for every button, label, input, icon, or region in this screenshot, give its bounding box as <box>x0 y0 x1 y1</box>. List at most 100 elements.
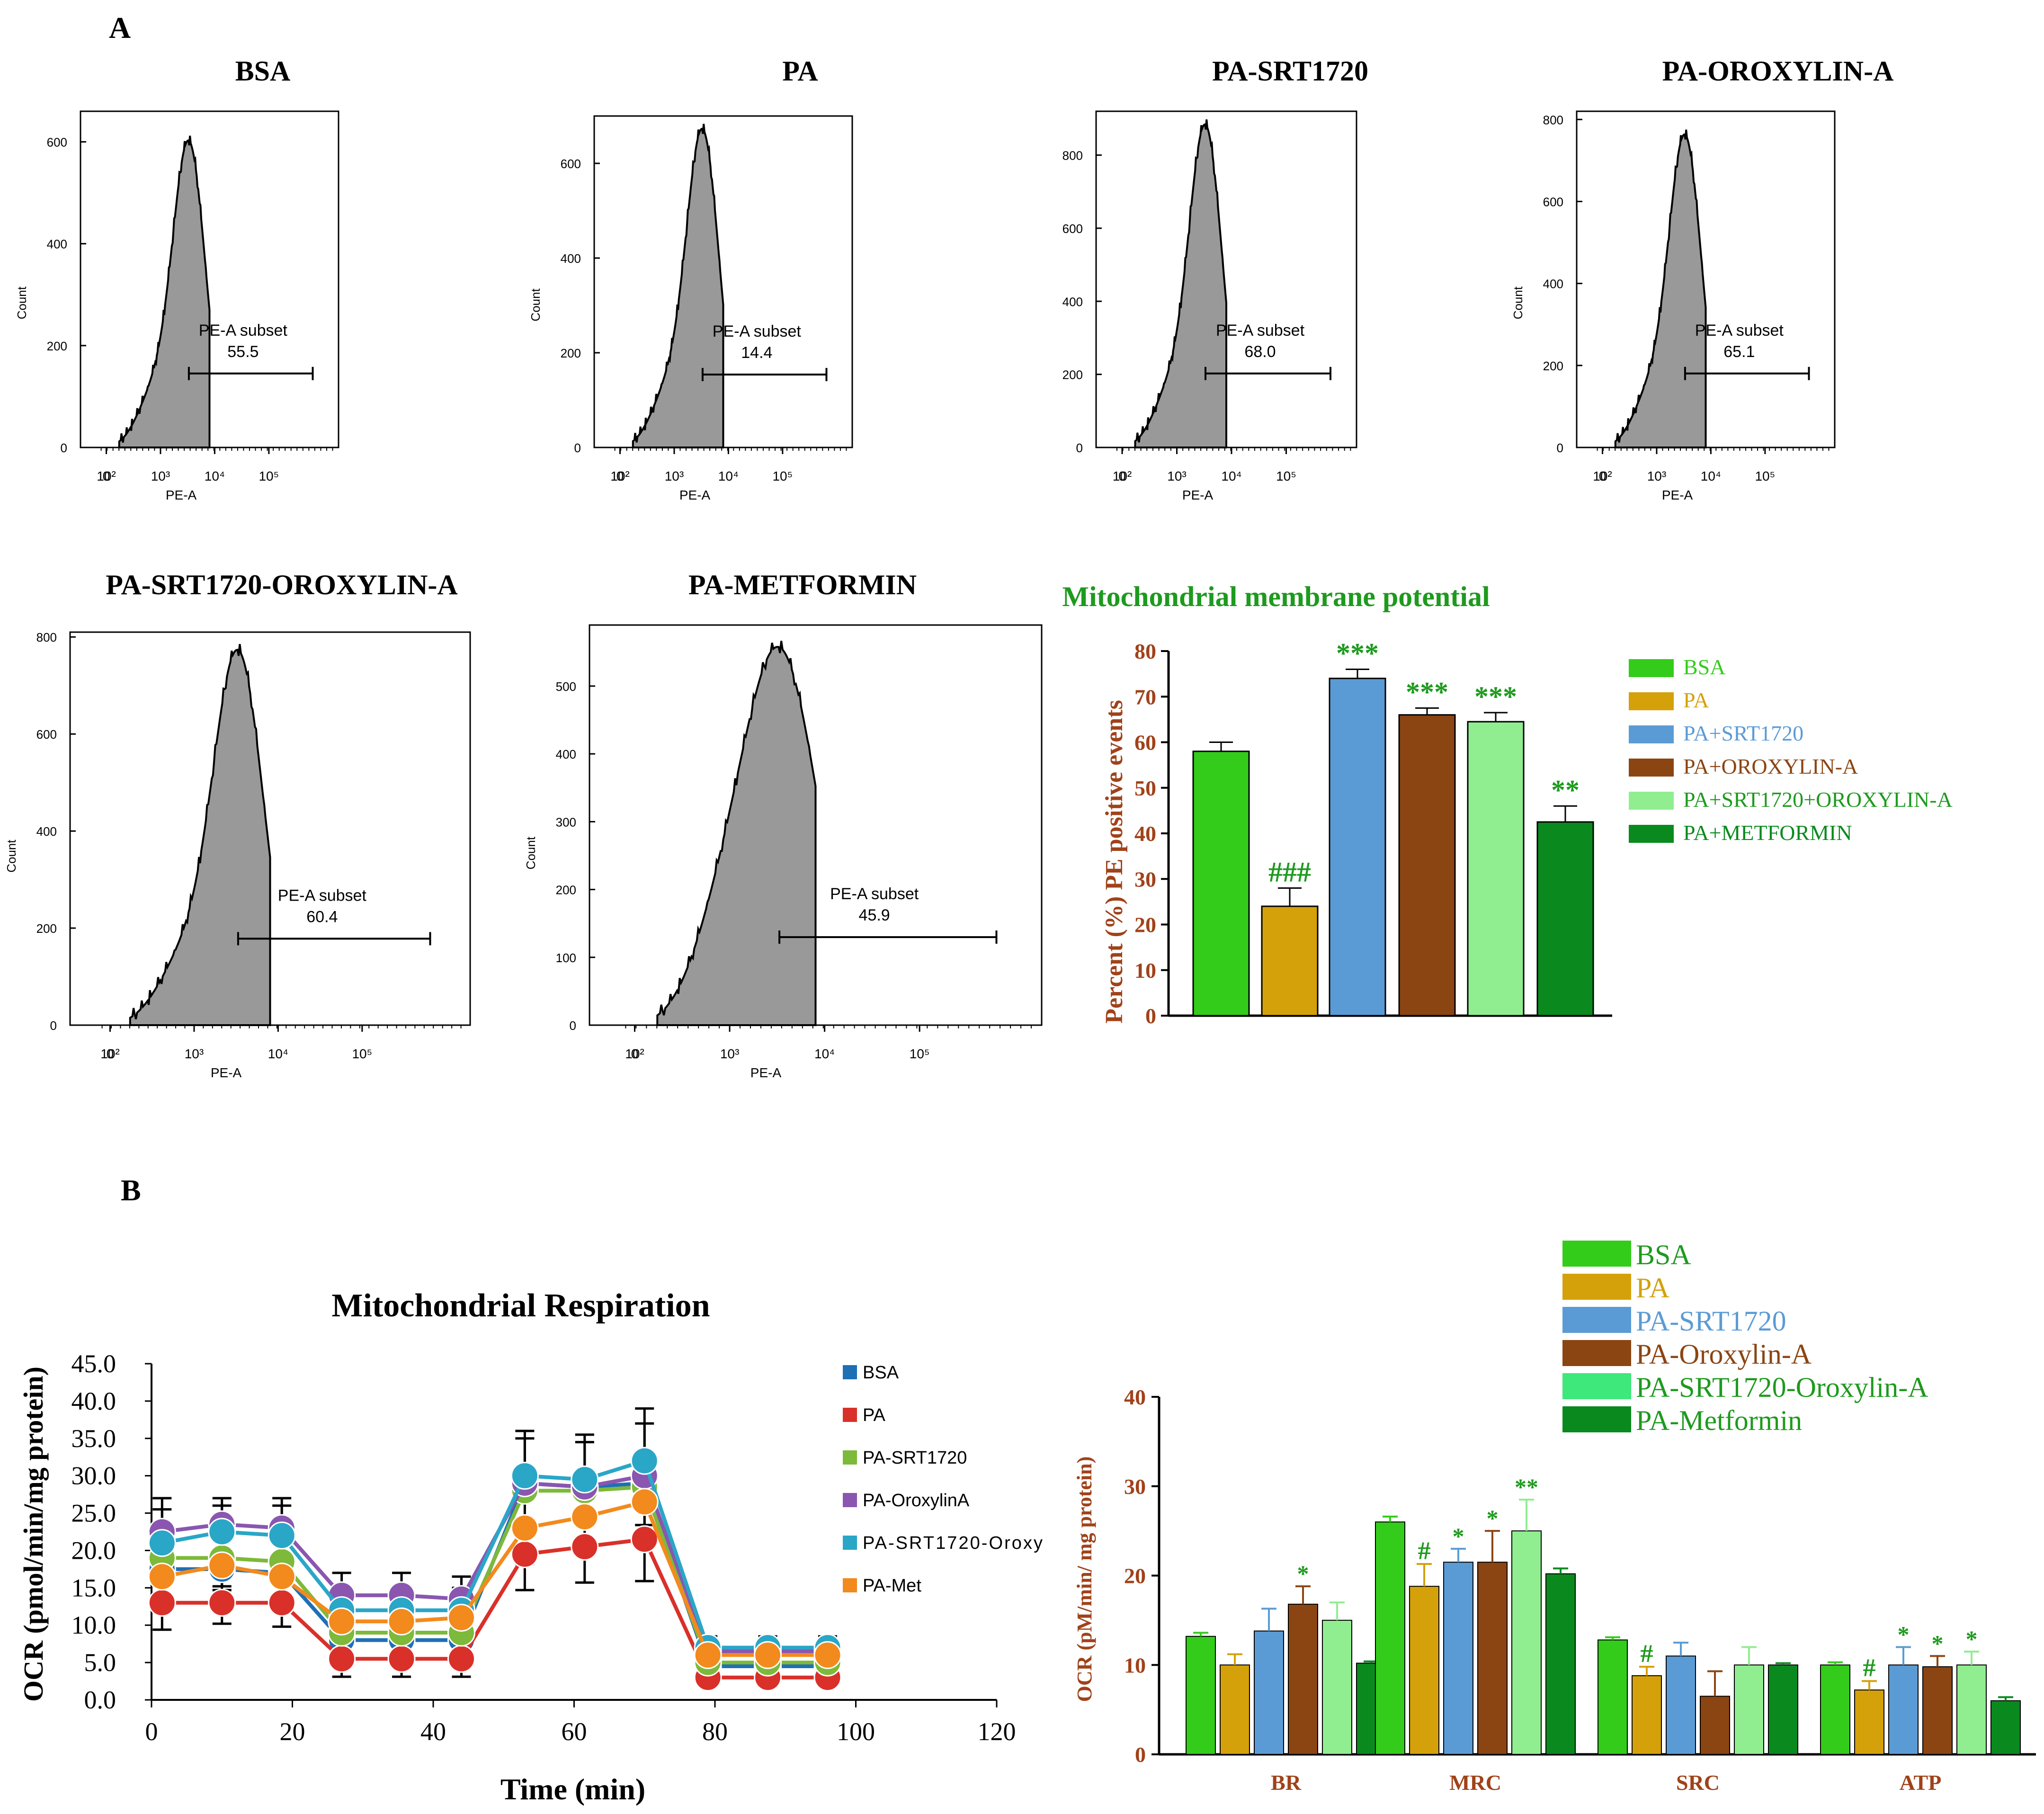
ocr-x-tick-label: ATP <box>1900 1770 1942 1795</box>
respiration-data-point <box>208 1551 236 1580</box>
respiration-y-tick-label: 0.0 <box>84 1686 116 1714</box>
ocr-significance-label: * <box>1898 1621 1910 1648</box>
respiration-y-tick-label: 15.0 <box>71 1573 116 1602</box>
histogram-y-tick-label: 400 <box>561 251 581 266</box>
histogram-x-tick-label: 0 <box>616 469 624 483</box>
ocr-bar <box>1990 1700 2021 1755</box>
ocr-bar <box>1288 1603 1318 1755</box>
respiration-x-tick-label: 60 <box>562 1717 587 1746</box>
respiration-legend-swatch <box>843 1450 857 1465</box>
ocr-legend-swatch <box>1562 1274 1631 1300</box>
mmp-y-axis-label: Percent (%) PE positive events <box>1101 700 1128 1024</box>
respiration-data-point <box>630 1488 659 1516</box>
histogram-y-tick-label: 0 <box>50 1019 57 1033</box>
ocr-bar <box>1666 1655 1696 1755</box>
histogram-distribution <box>1614 129 1707 448</box>
ocr-y-tick-label: 10 <box>1124 1653 1146 1677</box>
mmp-significance-label: ** <box>1551 774 1580 805</box>
gate-value: 14.4 <box>741 344 772 362</box>
ocr-bar <box>1854 1689 1884 1755</box>
respiration-x-tick-label: 0 <box>145 1717 158 1746</box>
histogram-x-tick-label: 10⁴ <box>814 1046 835 1061</box>
ocr-legend-label: PA-Metformin <box>1636 1405 1802 1436</box>
histogram-y-axis-label: Count <box>4 840 18 873</box>
respiration-legend-swatch <box>843 1408 857 1422</box>
ocr-legend-swatch <box>1562 1241 1631 1267</box>
gate-label: PE-A subset <box>199 322 288 340</box>
respiration-data-point <box>447 1644 475 1673</box>
respiration-data-point <box>148 1529 176 1557</box>
histogram-x-tick-label: 10⁴ <box>268 1046 288 1061</box>
ocr-y-tick-label: 0 <box>1135 1743 1146 1767</box>
ocr-legend-swatch <box>1562 1406 1631 1432</box>
mmp-legend-label: PA+SRT1720+OROXYLIN-A <box>1683 787 1953 812</box>
histogram-x-tick-label: 10⁴ <box>718 469 739 483</box>
histogram-y-tick-label: 200 <box>36 921 57 936</box>
histogram-y-tick-label: 100 <box>556 951 576 965</box>
gate-value: 68.0 <box>1244 343 1276 361</box>
ocr-x-tick-label: SRC <box>1676 1770 1720 1795</box>
histogram-x-tick-label: 10³ <box>1647 469 1666 483</box>
mmp-y-tick-label: 10 <box>1134 958 1156 983</box>
mmp-y-tick-label: 50 <box>1134 776 1156 800</box>
mmp-y-tick-label: 40 <box>1134 822 1156 846</box>
histogram-x-tick-label: 10⁴ <box>1221 469 1241 483</box>
ocr-bar <box>1511 1530 1542 1755</box>
gate-label: PE-A subset <box>278 886 367 904</box>
ocr-bar <box>1254 1630 1284 1755</box>
histogram-y-tick-label: 400 <box>1543 277 1563 291</box>
histogram-y-tick-label: 600 <box>47 135 67 150</box>
mmp-bar-chart: Mitochondrial membrane potential Percent… <box>1062 581 1952 1028</box>
histogram-x-tick-label: 10² <box>1593 469 1612 483</box>
histogram-title: PA-SRT1720 <box>1212 55 1368 87</box>
respiration-legend-label: BSA <box>863 1363 899 1383</box>
mmp-y-tick-label: 60 <box>1134 731 1156 755</box>
respiration-y-tick-label: 45.0 <box>71 1349 116 1378</box>
respiration-data-point <box>268 1563 296 1591</box>
histogram-y-tick-label: 600 <box>36 727 57 742</box>
gate-label: PE-A subset <box>1695 322 1784 340</box>
histogram-y-axis-label: Count <box>524 836 538 869</box>
respiration-data-point <box>754 1641 782 1669</box>
ocr-y-tick-label: 30 <box>1124 1474 1146 1499</box>
histogram-x-tick-label: 10² <box>1113 469 1132 483</box>
histogram-x-axis-label: PE-A <box>679 488 711 502</box>
ocr-bar <box>1409 1586 1439 1755</box>
respiration-legend-swatch <box>843 1493 857 1507</box>
ocr-x-tick-label: BR <box>1271 1770 1302 1795</box>
histogram-y-tick-label: 400 <box>47 237 67 251</box>
respiration-data-point <box>510 1540 539 1568</box>
ocr-bar <box>1734 1664 1764 1755</box>
respiration-data-point <box>510 1462 539 1490</box>
respiration-y-tick-label: 30.0 <box>71 1462 116 1490</box>
histogram-y-tick-label: 600 <box>1543 195 1563 209</box>
respiration-data-point <box>148 1563 176 1591</box>
ocr-legend-label: PA-SRT1720-Oroxylin-A <box>1636 1372 1928 1403</box>
ocr-bar <box>1768 1664 1798 1755</box>
respiration-legend-label: PA-OroxylinA <box>863 1491 970 1510</box>
ocr-significance-label: * <box>1966 1626 1978 1652</box>
respiration-data-point <box>268 1589 296 1617</box>
mmp-bar <box>1536 821 1594 1017</box>
histogram-y-tick-label: 800 <box>1062 149 1083 163</box>
ocr-bar <box>1598 1639 1628 1755</box>
respiration-series-line <box>161 1474 828 1653</box>
respiration-legend-label: PA <box>863 1405 886 1425</box>
mmp-bar <box>1467 721 1525 1017</box>
mmp-bar <box>1192 751 1250 1017</box>
respiration-x-tick-label: 80 <box>702 1717 728 1746</box>
histogram-y-tick-label: 400 <box>1062 295 1083 309</box>
mmp-legend-swatch <box>1629 825 1674 843</box>
histogram-y-axis-label: Count <box>15 286 29 319</box>
respiration-data-point <box>447 1603 475 1632</box>
mmp-legend-swatch <box>1629 692 1674 710</box>
histogram-title: PA-OROXYLIN-A <box>1662 55 1894 87</box>
histogram-y-tick-label: 0 <box>574 441 581 455</box>
histogram-x-axis-label: PE-A <box>1662 488 1693 502</box>
mmp-significance-label: *** <box>1336 638 1379 669</box>
ocr-y-axis-label: OCR (pM/min/ mg protein) <box>1073 1457 1096 1702</box>
respiration-series-line <box>161 1500 828 1657</box>
